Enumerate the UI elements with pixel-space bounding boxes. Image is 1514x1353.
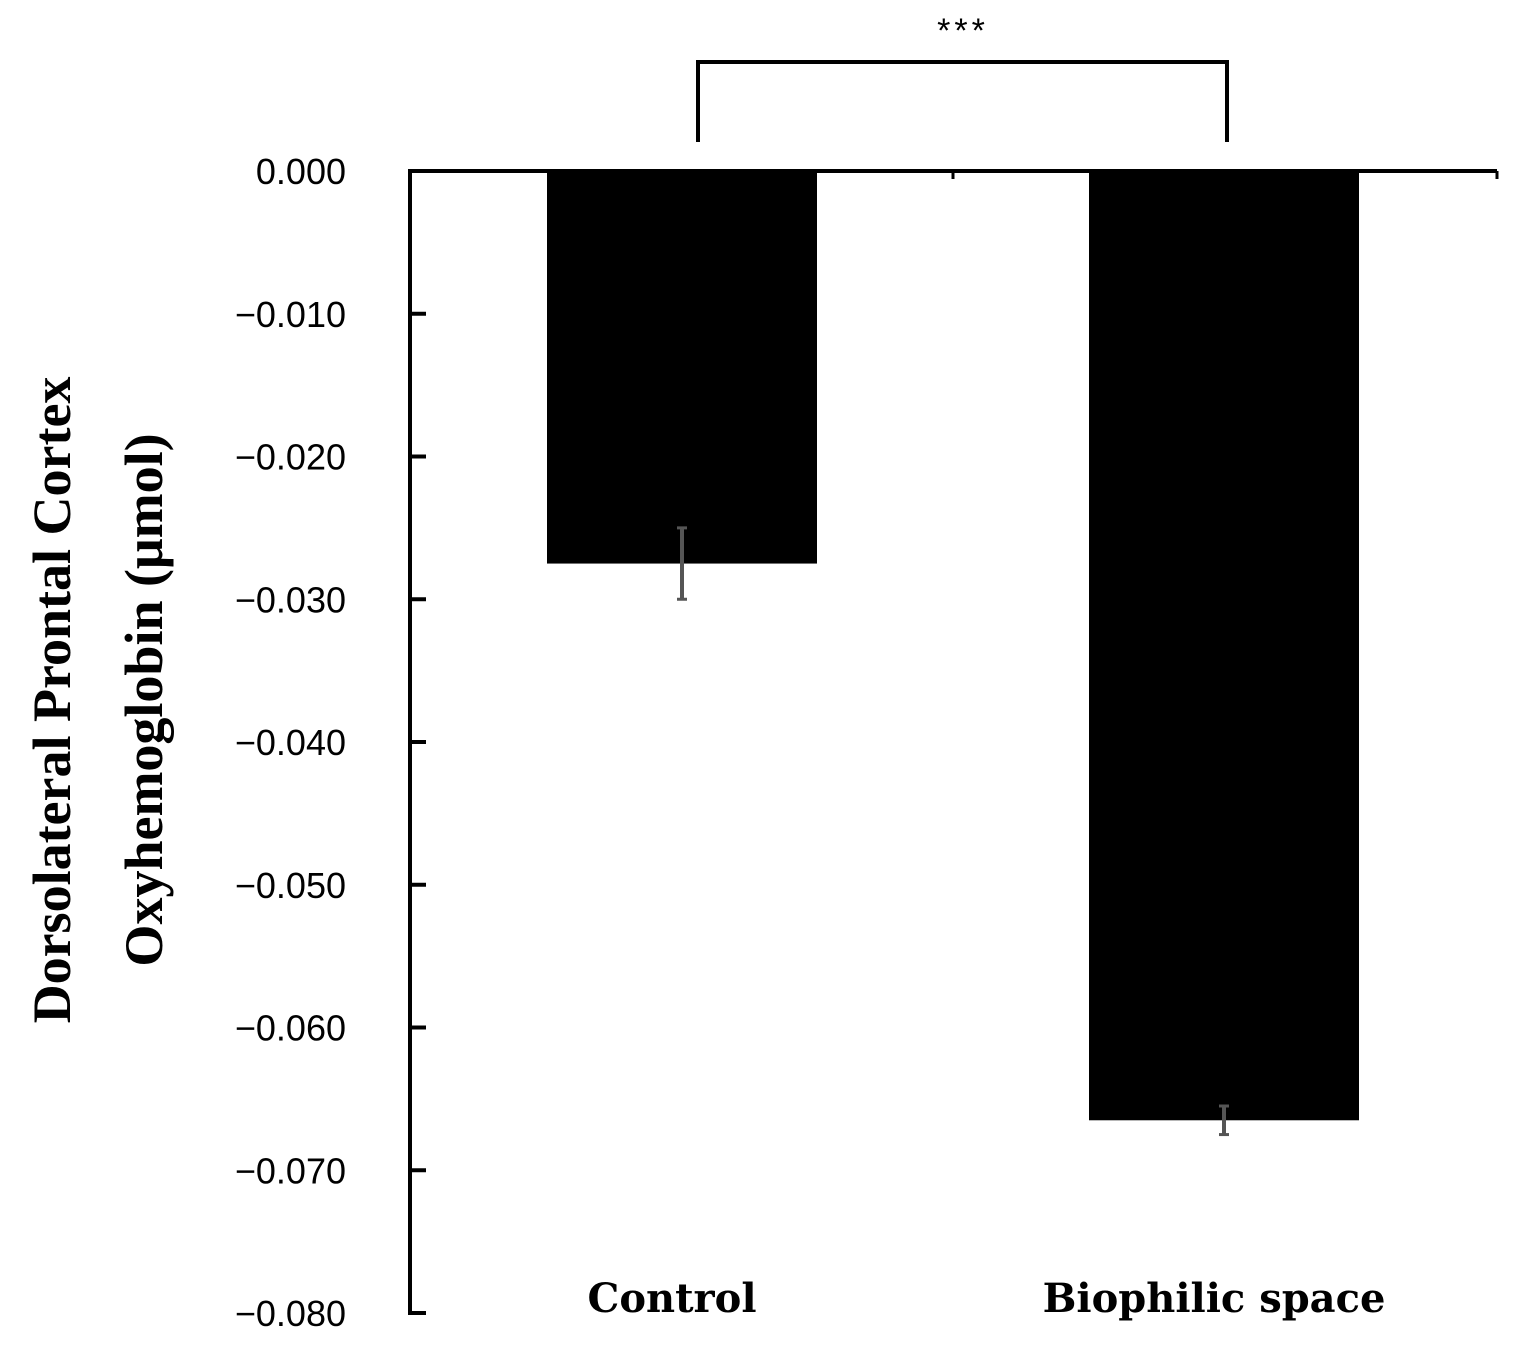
x-tick-label: Biophilic space: [1043, 1275, 1386, 1322]
y-tick-label: −0.010: [235, 294, 346, 335]
y-axis-title: Dorsolateral Prontal Cortex Oxyhemoglobi…: [22, 377, 174, 1024]
significance-label: ***: [937, 12, 989, 50]
bar: [1089, 171, 1359, 1121]
y-tick-label: 0.000: [256, 151, 346, 192]
y-tick-label: −0.050: [235, 865, 346, 906]
y-tick-label: −0.020: [235, 437, 346, 478]
y-tick-label: −0.040: [235, 722, 346, 763]
y-axis-title-line2: Oxyhemoglobin (μmol): [114, 433, 174, 966]
bracket-line: [696, 60, 1229, 142]
x-tick-label: Control: [587, 1275, 756, 1322]
bars: [547, 171, 1359, 1121]
y-axis-title-line1: Dorsolateral Prontal Cortex: [22, 377, 82, 1024]
y-tick-label: −0.030: [235, 579, 346, 620]
y-tick-label: −0.070: [235, 1150, 346, 1191]
bar: [547, 171, 817, 564]
y-tick-label: −0.080: [235, 1293, 346, 1334]
error-bars: [677, 526, 1229, 1137]
x-tick-labels: Control Biophilic space: [587, 1275, 1385, 1322]
y-ticks: 0.000 −0.010 −0.020 −0.030 −0.040 −0.050 −0.06…: [235, 151, 426, 1334]
y-tick-label: −0.060: [235, 1008, 346, 1049]
significance-bracket: ***: [696, 12, 1229, 142]
